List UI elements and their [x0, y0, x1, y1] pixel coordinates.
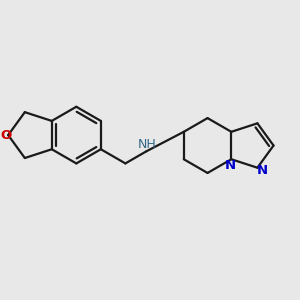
Text: O: O: [0, 129, 11, 142]
Text: N: N: [257, 164, 268, 177]
Text: N: N: [224, 159, 236, 172]
Text: NH: NH: [137, 138, 156, 151]
